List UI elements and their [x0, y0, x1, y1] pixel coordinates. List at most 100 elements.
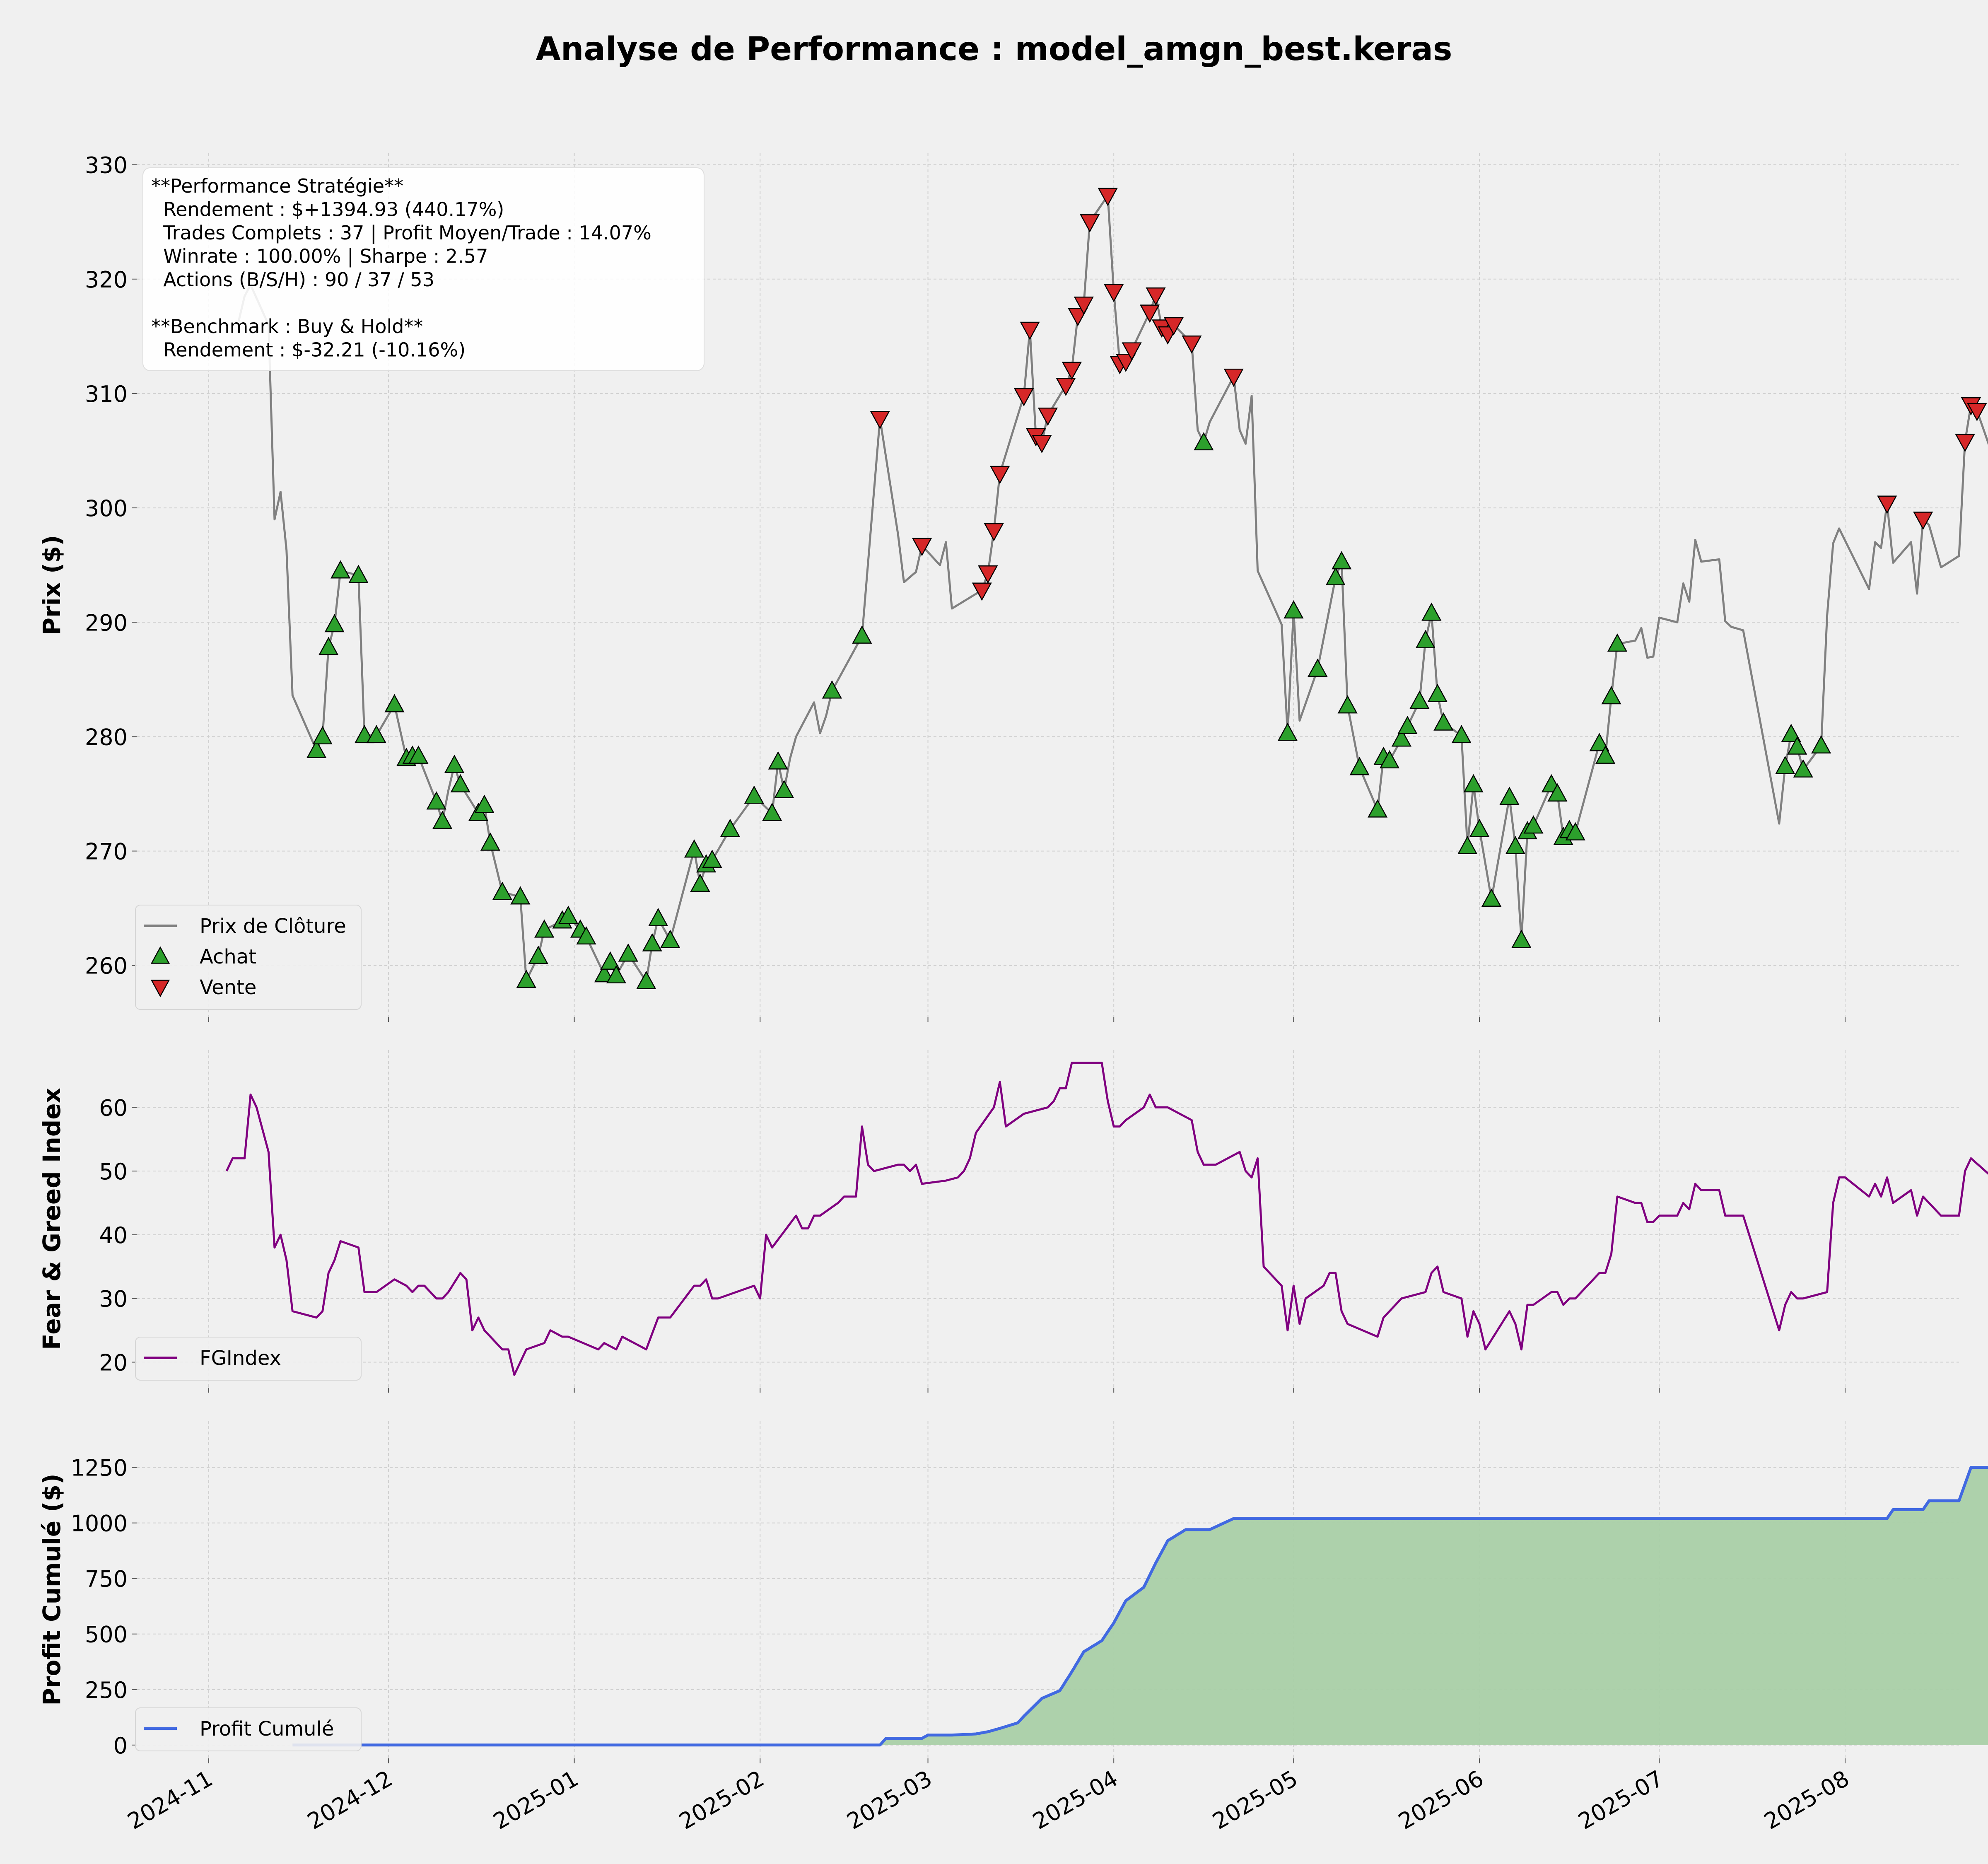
buy-marker	[1499, 787, 1520, 805]
legend-label: Vente	[200, 976, 256, 999]
buy-marker	[1451, 724, 1472, 744]
legend-label: Prix de Clôture	[200, 915, 346, 938]
buy-marker	[1277, 722, 1298, 741]
y-tick-label: 300	[85, 495, 128, 522]
buy-marker	[648, 908, 668, 927]
y-axis-label: Prix ($)	[38, 535, 66, 635]
buy-marker	[594, 964, 615, 983]
legend-fgindex: FGIndex	[135, 1337, 362, 1381]
buy-marker	[306, 739, 327, 758]
buy-marker	[1367, 799, 1388, 818]
buy-marker	[1775, 756, 1795, 774]
legend-buy-marker	[150, 946, 170, 964]
buy-marker	[1308, 658, 1328, 677]
sell-marker	[1098, 188, 1118, 206]
panel-price: 260 270 280 290 300 310 320 330 Prix ($) **Perfor…	[38, 152, 1988, 1022]
y-tick-label: 40	[99, 1222, 128, 1248]
buy-marker	[312, 726, 333, 744]
y-tick-label: 1000	[71, 1511, 128, 1537]
y-tick-label: 60	[99, 1095, 128, 1121]
legend-box	[135, 1707, 362, 1751]
buy-marker	[660, 930, 680, 948]
buy-marker	[558, 905, 579, 924]
buy-marker	[1457, 835, 1478, 855]
buy-marker	[1601, 686, 1621, 705]
buy-marker	[1463, 774, 1484, 792]
y-tick-label: 500	[85, 1622, 128, 1648]
buy-marker	[1505, 835, 1526, 855]
buy-marker	[642, 933, 662, 951]
buy-marker	[1325, 567, 1346, 586]
buy-marker	[1469, 819, 1490, 837]
buy-marker	[1607, 633, 1628, 652]
buy-marker	[576, 926, 596, 945]
buy-marker	[534, 919, 555, 938]
buy-marker	[318, 637, 339, 655]
sell-marker	[1074, 297, 1094, 315]
y-tick-label: 310	[85, 381, 128, 407]
y-tick-label: 280	[85, 724, 128, 750]
buy-marker	[1787, 736, 1807, 755]
y-tick-label: 20	[99, 1350, 128, 1376]
profit-area-fill	[292, 1467, 1988, 1745]
buy-marker	[1337, 695, 1358, 714]
y-axis-label: Profit Cumulé ($)	[38, 1473, 66, 1705]
buy-marker	[1595, 745, 1616, 764]
buy-marker	[768, 751, 788, 770]
sell-marker	[1020, 321, 1040, 340]
sell-marker	[984, 523, 1004, 541]
series-line-profit	[292, 1466, 1988, 1747]
buy-marker	[426, 791, 446, 810]
sell-marker	[1080, 214, 1100, 233]
sell-marker	[1967, 403, 1987, 422]
buy-marker	[600, 951, 620, 970]
buy-marker	[852, 625, 872, 644]
buy-marker	[1427, 683, 1448, 702]
buy-marker	[366, 724, 387, 744]
sell-marker	[1037, 407, 1058, 426]
buy-marker	[324, 614, 345, 633]
buy-marker	[1421, 602, 1442, 621]
buy-marker	[1415, 630, 1436, 648]
y-tick-label: 260	[85, 953, 128, 979]
buy-marker	[1511, 930, 1532, 948]
series-line-fgindex	[225, 1062, 1988, 1376]
buy-marker	[744, 785, 764, 804]
sell-marker	[1104, 284, 1124, 302]
y-tick-label: 270	[85, 839, 128, 865]
buy-marker	[330, 560, 351, 579]
sell-marker	[1913, 512, 1933, 530]
sell-marker	[1116, 354, 1136, 372]
buy-marker	[1589, 733, 1609, 751]
sell-marker	[1182, 335, 1202, 354]
buy-marker	[1433, 712, 1454, 731]
summary-line: **Performance Stratégie**	[151, 175, 403, 197]
buy-marker	[516, 969, 536, 988]
buy-marker	[1194, 432, 1214, 451]
sell-marker	[1163, 317, 1184, 336]
buy-marker	[774, 780, 794, 798]
sell-marker	[1032, 435, 1052, 454]
y-tick-label: 290	[85, 610, 128, 636]
y-tick-label: 1250	[71, 1455, 128, 1481]
buy-marker	[1481, 888, 1502, 907]
buy-marker	[1409, 691, 1430, 709]
sell-marker	[1056, 378, 1076, 396]
buy-marker	[384, 694, 405, 712]
sell-marker	[1062, 362, 1082, 380]
sell-marker	[1146, 287, 1166, 306]
sell-marker	[870, 411, 890, 430]
sell-marker	[978, 565, 998, 584]
legend-label: Profit Cumulé	[200, 1717, 334, 1741]
chart-title: Analyse de Performance : model_amgn_best…	[536, 31, 1452, 68]
y-tick-label: 250	[85, 1677, 128, 1703]
buy-marker	[1811, 735, 1831, 754]
buy-marker	[606, 965, 627, 984]
y-tick-label: 30	[99, 1286, 128, 1312]
summary-line: Trades Complets : 37 | Profit Moyen/Trad…	[151, 222, 651, 244]
buy-marker	[528, 945, 548, 964]
summary-line: Rendement : $+1394.93 (440.17%)	[151, 198, 504, 221]
y-tick-label: 330	[85, 152, 128, 179]
sell-marker	[1223, 369, 1244, 387]
